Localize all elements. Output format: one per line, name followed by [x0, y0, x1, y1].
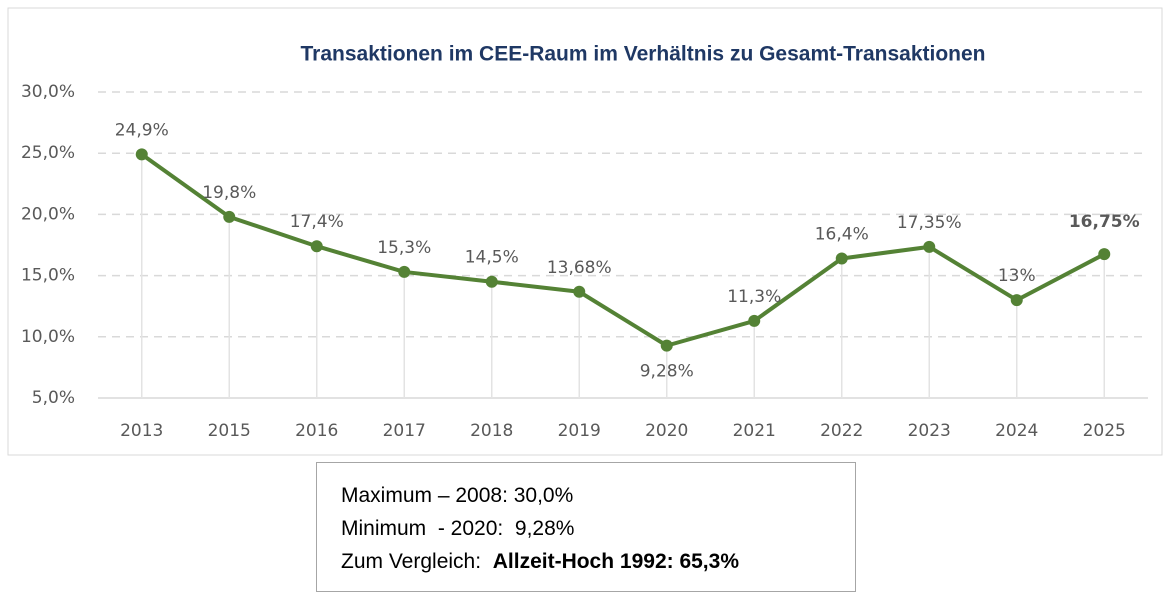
data-label: 13%	[998, 266, 1036, 286]
x-tick-label: 2021	[733, 421, 776, 441]
x-tick-label: 2013	[120, 421, 163, 441]
data-label: 24,9%	[115, 120, 169, 140]
y-tick-label: 10,0%	[21, 327, 75, 347]
data-label: 15,3%	[377, 238, 431, 258]
data-label: 19,8%	[202, 183, 256, 203]
data-label: 11,3%	[727, 287, 781, 307]
data-label: 14,5%	[465, 248, 519, 268]
point	[923, 240, 936, 253]
point	[835, 252, 848, 265]
y-tick-label: 15,0%	[21, 266, 75, 286]
series-line	[140, 152, 1106, 348]
data-label: 16,75%	[1069, 212, 1140, 232]
note-label: Zum Vergleich:	[341, 550, 482, 573]
note-box: Maximum – 2008: 30,0% Minimum - 2020: 9,…	[316, 462, 856, 592]
point	[485, 275, 498, 288]
point	[748, 314, 761, 327]
y-tick-label: 5,0%	[32, 388, 75, 408]
y-tick-label: 20,0%	[21, 204, 75, 224]
x-tick-label: 2024	[995, 421, 1038, 441]
data-label: 9,28%	[640, 362, 694, 382]
point	[223, 210, 236, 223]
point	[398, 265, 411, 278]
x-tick-label: 2018	[470, 421, 513, 441]
point	[1010, 294, 1023, 307]
x-tick-label: 2023	[908, 421, 951, 441]
note-value: Allzeit-Hoch 1992: 65,3%	[492, 550, 739, 573]
point	[660, 339, 673, 352]
data-label: 13,68%	[547, 258, 612, 278]
x-tick-label: 2015	[208, 421, 251, 441]
note-line: Maximum – 2008: 30,0%	[341, 484, 574, 507]
y-tick-label: 30,0%	[21, 82, 75, 102]
data-label: 17,35%	[897, 213, 962, 233]
chart-frame	[7, 7, 1163, 456]
point	[135, 148, 148, 161]
data-label: 16,4%	[815, 224, 869, 244]
point	[573, 285, 586, 298]
x-tick-label: 2017	[383, 421, 426, 441]
x-tick-label: 2025	[1083, 421, 1126, 441]
x-tick-label: 2020	[645, 421, 688, 441]
note-line: Zum Vergleich: Allzeit-Hoch 1992: 65,3%	[341, 545, 855, 578]
data-label: 17,4%	[290, 212, 344, 232]
y-tick-label: 25,0%	[21, 143, 75, 163]
point	[1098, 248, 1111, 261]
chart-title: Transaktionen im CEE-Raum im Verhältnis …	[300, 43, 985, 66]
x-tick-label: 2019	[558, 421, 601, 441]
note-line: Minimum - 2020: 9,28%	[341, 517, 575, 540]
x-tick-label: 2016	[295, 421, 338, 441]
point	[310, 240, 323, 253]
x-tick-label: 2022	[820, 421, 863, 441]
chart: Transaktionen im CEE-Raum im Verhältnis …	[7, 7, 1163, 456]
